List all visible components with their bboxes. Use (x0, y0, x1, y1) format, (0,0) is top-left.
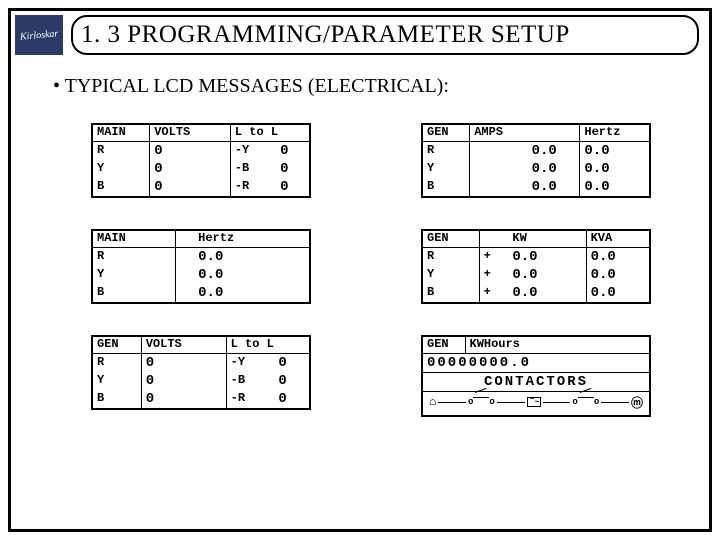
value: 0.0 (528, 178, 580, 196)
lcd4-r3a: B (423, 284, 479, 302)
value: 0.0 (508, 247, 570, 266)
value: 0.0 (508, 266, 570, 284)
lcd-main-hertz: MAIN Hertz R 0.0 Y 0.0 B 0.0 (91, 229, 311, 304)
lcd2-r1a: R (423, 141, 470, 160)
brand-logo-text: Kirloskar (19, 28, 58, 42)
lcd3-r2a: Y (93, 266, 175, 284)
lcd4-h3: KVA (586, 231, 649, 247)
slide-title: 1. 3 PROGRAMMING/PARAMETER SETUP (81, 21, 570, 49)
value: 0 (276, 160, 309, 178)
value: 0 (274, 372, 309, 390)
motor-icon: ⓜ (631, 394, 643, 411)
value: 0.0 (528, 141, 580, 160)
switch-icon (578, 397, 594, 407)
lcd1-r1a: R (93, 141, 150, 160)
lcd-gen-kwhours: GEN KWHours 00000000.0 CONTACTORS ⌂ o o … (421, 335, 651, 417)
lcd6-h1: GEN (423, 337, 465, 353)
lcd5-r1a: R (93, 353, 141, 372)
value: 0 (276, 141, 309, 160)
value: 0 (150, 178, 218, 196)
lcd-main-volts: MAIN VOLTS L to L R 0 -Y 0 Y 0 -B 0 B (91, 123, 311, 198)
contactors-label: CONTACTORS (423, 372, 649, 392)
slide-frame: Kirloskar 1. 3 PROGRAMMING/PARAMETER SET… (8, 8, 712, 532)
lcd5-r2a: Y (93, 372, 141, 390)
lcd4-r1a: R (423, 247, 479, 266)
value: 0 (276, 178, 309, 196)
lcd1-h2: VOLTS (150, 125, 218, 141)
lcd3-r1a: R (93, 247, 175, 266)
value: 0 (141, 353, 212, 372)
lcd2-r2a: Y (423, 160, 470, 178)
lcd4-h1: GEN (423, 231, 479, 247)
sign: + (479, 247, 508, 266)
value: 0.0 (194, 266, 291, 284)
lcd1-h1: MAIN (93, 125, 150, 141)
wire-icon (438, 402, 466, 403)
lcd5-r3a: B (93, 390, 141, 408)
lcd3-h1: MAIN (93, 231, 175, 247)
lcd1-r2c: -B (230, 160, 276, 178)
lcd5-h3: L to L (226, 337, 309, 353)
sign: + (479, 266, 508, 284)
value: 0 (150, 160, 218, 178)
value: 0 (150, 141, 218, 160)
lcd3-h2: Hertz (194, 231, 291, 247)
value: 0 (141, 390, 212, 408)
lcd5-r2c: -B (226, 372, 274, 390)
switch-icon (473, 397, 489, 407)
lcd1-r3c: -R (230, 178, 276, 196)
lcd-gen-amps-hertz: GEN AMPS Hertz R 0.0 0.0 Y 0.0 0.0 B 0.0 (421, 123, 651, 198)
value: 0.0 (586, 284, 649, 302)
lcd2-h1: GEN (423, 125, 470, 141)
wire-icon (601, 402, 629, 403)
lcd1-h3: L to L (230, 125, 309, 141)
value: 0 (274, 353, 309, 372)
lcd2-h3: Hertz (580, 125, 649, 141)
lcd2-h2: AMPS (470, 125, 528, 141)
lcd5-r3c: -R (226, 390, 274, 408)
value: 0 (141, 372, 212, 390)
tower-icon: ⌂ (429, 395, 436, 409)
value: 0.0 (580, 141, 649, 160)
lcd4-r2a: Y (423, 266, 479, 284)
value: 0.0 (508, 284, 570, 302)
kwh-counter: 00000000.0 (423, 353, 649, 372)
value: 0.0 (586, 266, 649, 284)
lcd-gen-kw-kva: GEN KW KVA R + 0.0 0.0 Y + 0.0 0.0 (421, 229, 651, 304)
generator-icon (527, 397, 541, 407)
lcd5-r1c: -Y (226, 353, 274, 372)
slide-title-box: 1. 3 PROGRAMMING/PARAMETER SETUP (71, 15, 699, 55)
lcd3-r3a: B (93, 284, 175, 302)
value: 0.0 (586, 247, 649, 266)
lcd1-r3a: B (93, 178, 150, 196)
lcd-gen-volts: GEN VOLTS L to L R 0 -Y 0 Y 0 -B 0 B (91, 335, 311, 410)
lcd1-r1c: -Y (230, 141, 276, 160)
lcd5-h1: GEN (93, 337, 141, 353)
sign: + (479, 284, 508, 302)
value: 0.0 (580, 178, 649, 196)
slide-subtitle: • TYPICAL LCD MESSAGES (ELECTRICAL): (53, 75, 449, 98)
lcd5-h2: VOLTS (141, 337, 212, 353)
contactors-diagram: ⌂ o o o o ⓜ (423, 392, 649, 415)
value: 0.0 (194, 284, 291, 302)
lcd2-r3a: B (423, 178, 470, 196)
value: 0.0 (528, 160, 580, 178)
lcd4-h2: KW (508, 231, 570, 247)
value: 0.0 (194, 247, 291, 266)
value: 0.0 (580, 160, 649, 178)
value: 0 (274, 390, 309, 408)
brand-logo: Kirloskar (15, 15, 63, 55)
lcd6-h2: KWHours (465, 337, 649, 353)
wire-icon (543, 402, 571, 403)
wire-icon (497, 402, 525, 403)
lcd1-r2a: Y (93, 160, 150, 178)
